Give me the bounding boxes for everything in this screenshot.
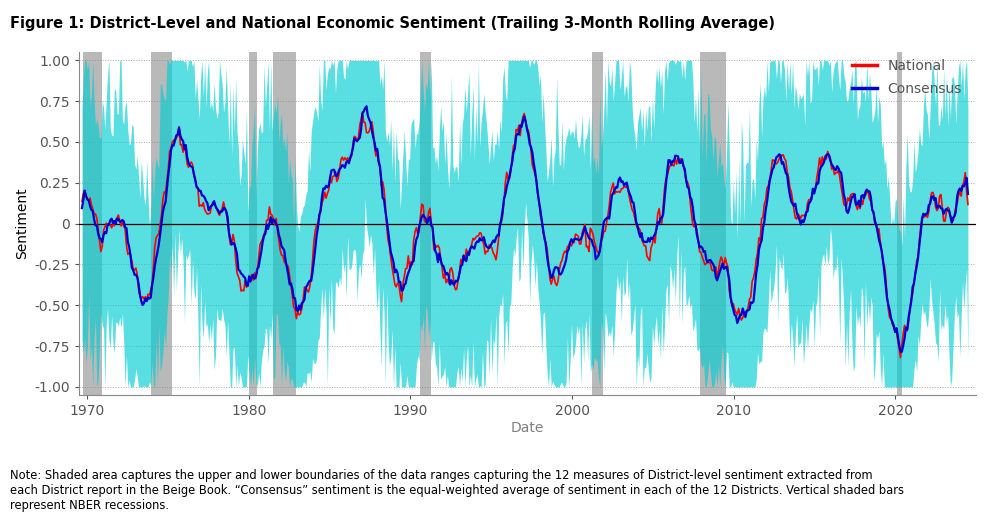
National <box>104 222 116 228</box>
National <box>895 355 907 361</box>
X-axis label: Date: Date <box>511 421 544 435</box>
Bar <box>420 52 431 395</box>
Text: Figure 1: District-Level and National Economic Sentiment (Trailing 3-Month Rolli: Figure 1: District-Level and National Ec… <box>10 16 775 31</box>
National <box>76 199 88 205</box>
Bar <box>83 52 102 395</box>
Bar <box>700 52 725 395</box>
National <box>678 162 690 169</box>
National <box>164 148 175 155</box>
Bar <box>593 52 603 395</box>
Consensus <box>287 295 299 301</box>
Consensus <box>104 217 116 223</box>
Consensus <box>470 240 482 247</box>
National <box>287 304 299 310</box>
National <box>470 235 482 241</box>
Consensus <box>962 191 974 197</box>
Y-axis label: Sentiment: Sentiment <box>15 188 29 260</box>
National <box>962 201 974 207</box>
Consensus <box>896 348 908 355</box>
Consensus <box>361 103 373 110</box>
Bar <box>897 52 902 395</box>
Consensus <box>164 161 175 167</box>
Line: Consensus: Consensus <box>82 107 968 352</box>
Bar <box>151 52 172 395</box>
Consensus <box>678 163 690 169</box>
Bar <box>274 52 296 395</box>
Text: Note: Shaded area captures the upper and lower boundaries of the data ranges cap: Note: Shaded area captures the upper and… <box>10 469 904 512</box>
Legend: National, Consensus: National, Consensus <box>844 52 969 102</box>
National <box>795 215 807 221</box>
Consensus <box>795 221 807 227</box>
Line: National: National <box>82 112 968 358</box>
National <box>357 109 369 115</box>
Consensus <box>76 205 88 211</box>
Bar <box>249 52 257 395</box>
